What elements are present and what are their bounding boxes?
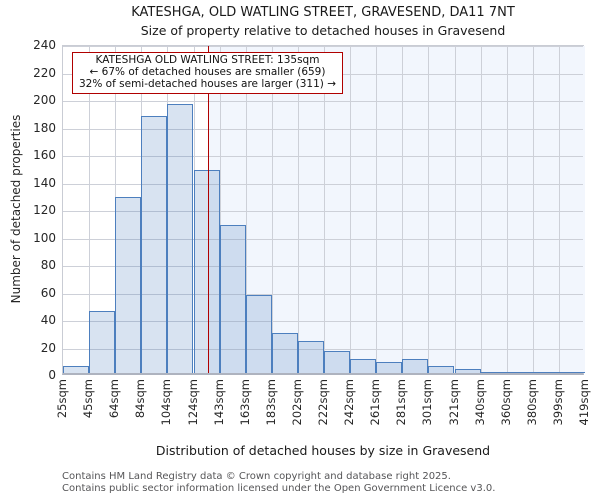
x-tick-label: 64sqm	[107, 379, 122, 419]
horizontal-gridline	[63, 266, 583, 267]
vertical-gridline	[297, 46, 299, 373]
histogram-bar	[63, 366, 90, 373]
vertical-gridline	[324, 46, 325, 373]
y-tick-label: 120	[33, 203, 56, 217]
x-tick-label: 399sqm	[550, 379, 565, 426]
x-tick-label: 143sqm	[211, 379, 226, 426]
histogram-bar	[141, 115, 168, 373]
vertical-gridline	[271, 46, 273, 373]
horizontal-gridline	[63, 238, 583, 240]
footer-attribution-line2: Contains public sector information licen…	[62, 483, 496, 494]
histogram-bar	[324, 351, 351, 373]
histogram-bar	[193, 169, 220, 373]
horizontal-gridline	[63, 46, 583, 47]
horizontal-gridline	[63, 321, 583, 322]
x-tick-label: 340sqm	[472, 379, 487, 426]
x-tick-label: 84sqm	[133, 379, 148, 419]
x-tick-label: 25sqm	[55, 379, 69, 419]
x-tick-label: 261sqm	[368, 379, 383, 426]
histogram-bar	[454, 368, 481, 373]
y-tick-label: 220	[33, 65, 56, 80]
vertical-gridline	[402, 46, 404, 373]
x-tick-label: 183sqm	[263, 379, 278, 426]
footer-attribution-line1: Contains HM Land Registry data © Crown c…	[62, 471, 451, 482]
y-tick-label: 160	[33, 148, 56, 162]
histogram-bar	[245, 294, 272, 373]
horizontal-gridline	[63, 128, 583, 130]
histogram-bar	[376, 362, 403, 373]
x-tick-label: 301sqm	[420, 379, 435, 426]
x-tick-label: 124sqm	[185, 379, 200, 426]
histogram-bar	[428, 366, 455, 373]
histogram-bar	[219, 224, 246, 373]
x-tick-label: 419sqm	[577, 379, 591, 426]
y-tick-label: 20	[40, 340, 56, 355]
vertical-gridline	[506, 46, 508, 373]
property-size-marker-line	[207, 46, 210, 373]
x-axis-title: Distribution of detached houses by size …	[155, 443, 491, 458]
marker-annotation-box: KATESHGA OLD WATLING STREET: 135sqm ← 67…	[72, 52, 343, 94]
histogram-bar	[532, 371, 559, 373]
vertical-gridline	[532, 46, 534, 373]
x-tick-label: 104sqm	[159, 379, 174, 426]
y-tick-label: 180	[33, 120, 56, 135]
chart-subtitle: Size of property relative to detached ho…	[140, 23, 506, 38]
horizontal-gridline	[63, 211, 583, 212]
annotation-larger-stat: 32% of semi-detached houses are larger (…	[79, 78, 336, 91]
histogram-bar	[480, 371, 507, 373]
y-tick-label: 0	[48, 368, 56, 382]
histogram-bar	[271, 333, 298, 373]
x-tick-label: 380sqm	[524, 379, 539, 426]
histogram-bar	[297, 341, 324, 373]
x-tick-label: 45sqm	[81, 379, 96, 419]
y-tick-label: 200	[33, 93, 56, 107]
histogram-bar	[402, 359, 429, 373]
vertical-gridline	[219, 46, 221, 373]
y-tick-label: 80	[40, 258, 56, 272]
horizontal-gridline	[63, 101, 583, 102]
x-tick-label: 242sqm	[342, 379, 357, 426]
y-tick-label: 140	[33, 175, 56, 190]
histogram-bar	[558, 371, 585, 373]
vertical-gridline	[376, 46, 378, 373]
x-tick-label: 281sqm	[394, 379, 409, 426]
vertical-gridline	[480, 46, 482, 373]
x-tick-label: 360sqm	[498, 379, 513, 426]
annotation-property-size: KATESHGA OLD WATLING STREET: 135sqm	[95, 54, 320, 66]
horizontal-gridline	[63, 156, 583, 157]
histogram-bar	[89, 311, 116, 373]
plot-area: KATESHGA OLD WATLING STREET: 135sqm ← 67…	[62, 45, 585, 375]
vertical-gridline	[245, 46, 247, 373]
x-tick-label: 202sqm	[289, 379, 304, 426]
vertical-gridline	[89, 46, 91, 373]
chart-title: KATESHGA, OLD WATLING STREET, GRAVESEND,…	[131, 5, 515, 20]
y-tick-label: 100	[33, 230, 56, 245]
horizontal-gridline	[63, 293, 583, 295]
annotation-smaller-stat: ← 67% of detached houses are smaller (65…	[89, 66, 326, 79]
x-tick-label: 222sqm	[316, 379, 330, 426]
x-tick-label: 163sqm	[237, 379, 252, 426]
y-tick-label: 40	[40, 313, 56, 327]
histogram-bar	[506, 371, 533, 373]
vertical-gridline	[350, 46, 352, 373]
y-tick-label: 60	[40, 285, 56, 300]
histogram-bar	[350, 359, 377, 373]
vertical-gridline	[428, 46, 430, 373]
histogram-bar	[115, 197, 142, 373]
vertical-gridline	[454, 46, 456, 373]
y-tick-label: 240	[33, 38, 56, 52]
vertical-gridline	[558, 46, 560, 373]
x-tick-label: 321sqm	[446, 379, 461, 426]
horizontal-gridline	[63, 183, 583, 185]
histogram-bar	[167, 103, 194, 373]
